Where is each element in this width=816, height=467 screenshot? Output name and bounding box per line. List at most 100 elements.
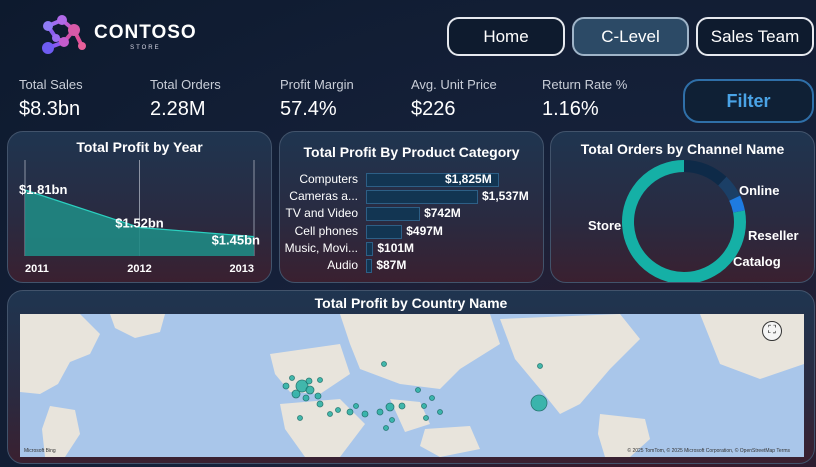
- map-land-shapes: [20, 314, 804, 457]
- category-label: Music, Movi...: [284, 240, 358, 255]
- profit-by-category-card: Total Profit By Product Category Compute…: [279, 131, 544, 283]
- country-bubble[interactable]: [314, 392, 322, 400]
- category-value-label: $742M: [424, 206, 461, 221]
- brand-subtitle: STORE: [130, 44, 161, 51]
- donut-slice-catalog[interactable]: [729, 195, 745, 213]
- kpi-return-rate: Return Rate % 1.16%: [542, 77, 627, 121]
- card-title: Total Profit by Year: [76, 139, 203, 155]
- category-value-label: $497M: [406, 223, 443, 238]
- data-label: $1.45bn: [212, 233, 260, 248]
- category-bar[interactable]: [366, 259, 373, 273]
- profit-by-country-card: Total Profit by Country Name ⛶ Microsoft: [7, 290, 815, 464]
- country-bubble[interactable]: [423, 415, 429, 421]
- country-bubble[interactable]: [305, 377, 313, 385]
- country-bubble[interactable]: [346, 408, 354, 416]
- country-bubble[interactable]: [421, 403, 427, 409]
- country-bubble[interactable]: [297, 415, 303, 421]
- country-bubble[interactable]: [316, 400, 324, 408]
- kpi-profit-margin: Profit Margin 57.4%: [280, 77, 354, 121]
- category-value-label: $87M: [376, 258, 407, 272]
- category-row[interactable]: Cameras a... $1,537M: [280, 188, 542, 205]
- kpi-label: Profit Margin: [280, 77, 354, 92]
- orders-by-channel-card: Total Orders by Channel Name Store Online…: [550, 131, 815, 283]
- world-map[interactable]: ⛶ Microsoft Bing © 2025 TomTom, © 2025 M…: [20, 314, 804, 457]
- country-bubble[interactable]: [295, 379, 309, 393]
- logo-molecule-icon: [42, 15, 86, 54]
- country-bubble[interactable]: [302, 394, 310, 402]
- card-title: Total Profit by Country Name: [314, 295, 508, 311]
- x-tick-label: 2013: [230, 263, 254, 275]
- filter-button[interactable]: Filter: [683, 79, 814, 123]
- donut-slice-store[interactable]: [622, 160, 746, 282]
- country-bubble[interactable]: [389, 417, 395, 423]
- country-bubble[interactable]: [282, 382, 290, 390]
- kpi-label: Return Rate %: [542, 77, 628, 92]
- brand-name: CONTOSO: [94, 21, 197, 43]
- data-label: $1.52bn: [115, 216, 163, 231]
- kpi-label: Avg. Unit Price: [411, 77, 497, 92]
- orders-donut-chart: Store Online Reseller Catalog: [588, 160, 799, 282]
- c-level-button[interactable]: C-Level: [572, 17, 689, 56]
- kpi-total-orders: Total Orders 2.28M: [150, 77, 221, 121]
- map-attribution-left: Microsoft Bing: [24, 448, 56, 454]
- map-bubble-layer: [282, 361, 548, 431]
- x-tick-label: 2011: [25, 263, 49, 275]
- category-row[interactable]: TV and Video $742M: [280, 205, 542, 222]
- country-bubble[interactable]: [327, 411, 333, 417]
- kpi-total-sales: Total Sales $8.3bn: [19, 77, 83, 121]
- country-bubble[interactable]: [381, 361, 387, 367]
- data-label: $1.81bn: [19, 182, 67, 197]
- map-attribution-right: © 2025 TomTom, © 2025 Microsoft Corporat…: [627, 448, 790, 454]
- country-bubble[interactable]: [398, 402, 406, 410]
- country-bubble[interactable]: [437, 409, 443, 415]
- category-bar[interactable]: [366, 224, 403, 239]
- kpi-value: 1.16%: [542, 98, 599, 120]
- kpi-label: Total Sales: [19, 77, 83, 92]
- kpi-value: $226: [411, 98, 456, 120]
- donut-slice-reseller[interactable]: [718, 176, 741, 201]
- profit-by-year-card: Total Profit by Year $1.81bn $1.52bn $1.45…: [7, 131, 272, 283]
- category-label: TV and Video: [285, 206, 359, 221]
- category-row[interactable]: Cell phones $497M: [280, 223, 542, 240]
- category-value-label: $101M: [377, 240, 415, 255]
- country-bubble[interactable]: [291, 389, 301, 399]
- profit-line: [24, 189, 255, 238]
- donut-label: Online: [739, 183, 779, 198]
- country-bubble[interactable]: [415, 387, 421, 393]
- x-tick-label: 2012: [127, 263, 151, 275]
- category-label: Cameras a...: [289, 189, 358, 204]
- profit-area: [25, 190, 254, 256]
- country-bubble[interactable]: [335, 407, 341, 413]
- kpi-label: Total Orders: [150, 77, 221, 92]
- country-bubble[interactable]: [530, 394, 548, 412]
- map-focus-mode-icon[interactable]: ⛶: [762, 321, 782, 341]
- country-bubble[interactable]: [361, 410, 369, 418]
- category-bar[interactable]: [366, 207, 421, 222]
- category-bar[interactable]: [366, 190, 478, 205]
- profit-by-year-chart: $1.81bn $1.52bn $1.45bn 2011 2012 2013: [19, 160, 260, 275]
- country-bubble[interactable]: [353, 403, 359, 409]
- country-bubble[interactable]: [376, 408, 384, 416]
- country-bubble[interactable]: [317, 377, 323, 383]
- home-button[interactable]: Home: [447, 17, 565, 56]
- country-bubble[interactable]: [289, 375, 295, 381]
- category-row[interactable]: Music, Movi... $101M: [280, 240, 542, 257]
- category-value-label: $1,825M: [445, 172, 492, 186]
- category-bar[interactable]: [366, 241, 374, 256]
- brand-logo: CONTOSO STORE: [36, 10, 197, 62]
- country-bubble[interactable]: [429, 395, 435, 401]
- category-label: Cell phones: [294, 223, 358, 238]
- category-bar[interactable]: [366, 173, 499, 187]
- kpi-avg-unit-price: Avg. Unit Price $226: [411, 77, 497, 121]
- category-row[interactable]: Audio $87M: [280, 257, 542, 274]
- country-bubble[interactable]: [383, 425, 389, 431]
- donut-slice-online[interactable]: [683, 160, 727, 186]
- category-row[interactable]: Computers $1,825M: [280, 171, 542, 188]
- sales-team-button[interactable]: Sales Team: [696, 17, 814, 56]
- donut-label: Store: [588, 218, 621, 233]
- country-bubble[interactable]: [385, 402, 395, 412]
- country-bubble[interactable]: [305, 385, 315, 395]
- donut-label: Reseller: [748, 228, 799, 243]
- kpi-value: 57.4%: [280, 98, 337, 120]
- country-bubble[interactable]: [537, 363, 543, 369]
